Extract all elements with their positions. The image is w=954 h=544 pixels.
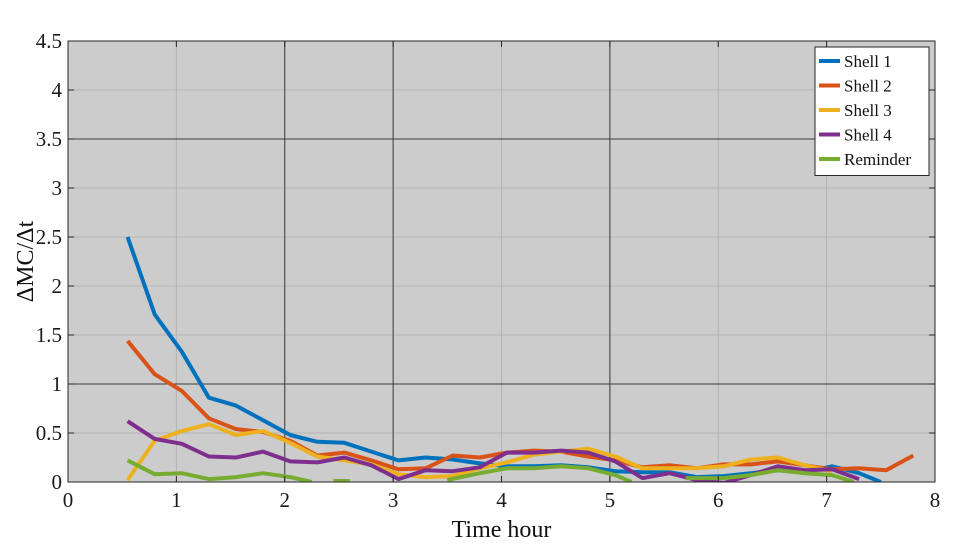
x-tick-label: 3 (388, 488, 399, 512)
series-line-5 (126, 458, 855, 482)
x-tick-label: 4 (496, 488, 507, 512)
legend-label: Shell 1 (844, 52, 892, 71)
y-tick-label: 4 (52, 78, 63, 102)
legend-label: Shell 3 (844, 101, 892, 120)
x-tick-label: 6 (713, 488, 724, 512)
series-line-4 (126, 419, 860, 482)
legend: Shell 1 Shell 2 Shell 3 Shell 4 Reminder (814, 46, 930, 176)
y-tick-label: 3.5 (36, 127, 62, 151)
grid-lines (68, 41, 935, 482)
y-tick-label: 2.5 (36, 225, 62, 249)
y-tick-label: 4.5 (36, 29, 62, 53)
y-tick-label: 1.5 (36, 323, 62, 347)
x-tick-label: 7 (821, 488, 832, 512)
y-tick-label: 1 (52, 372, 63, 396)
y-axis-title: ΔMC/Δt (13, 220, 39, 302)
axes (67, 40, 936, 483)
x-tick-label: 2 (280, 488, 291, 512)
x-tick-label: 8 (930, 488, 941, 512)
y-tick-label: 0.5 (36, 421, 62, 445)
y-tick-label: 0 (52, 470, 63, 494)
tick-labels: 0 1 2 3 4 5 6 7 8 0 0.5 1 1.5 2 2.5 3 3.5 4 4.5 (36, 29, 941, 512)
y-tick-label: 2 (52, 274, 63, 298)
y-tick-label: 3 (52, 176, 63, 200)
x-tick-label: 1 (171, 488, 182, 512)
x-axis-title: Time hour (452, 517, 552, 543)
series-lines (125, 236, 915, 482)
legend-label: Shell 2 (844, 77, 892, 96)
x-tick-label: 0 (63, 488, 74, 512)
legend-label: Reminder (844, 150, 911, 169)
legend-label: Shell 4 (844, 126, 892, 145)
x-tick-label: 5 (605, 488, 616, 512)
